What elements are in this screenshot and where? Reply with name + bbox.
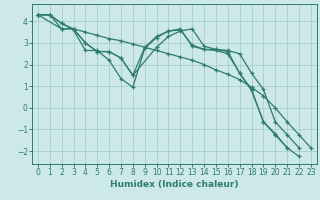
X-axis label: Humidex (Indice chaleur): Humidex (Indice chaleur) — [110, 180, 239, 189]
